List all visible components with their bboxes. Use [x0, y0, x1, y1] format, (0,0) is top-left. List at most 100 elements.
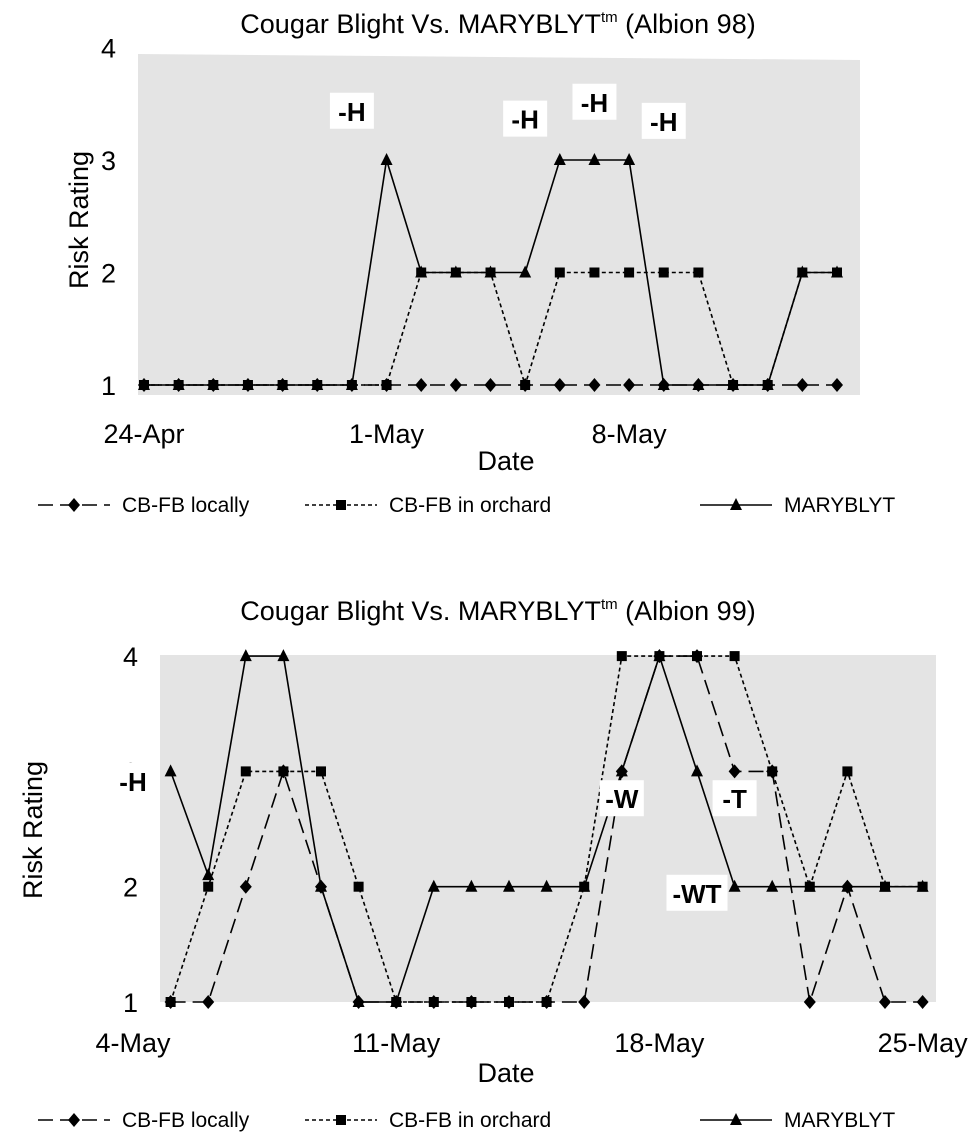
data-point: [484, 378, 497, 392]
y-tick-label: 2: [101, 259, 116, 289]
legend: CB-FB locally CB-FB in orchard MARYBLYT: [38, 494, 895, 517]
data-point: [278, 766, 289, 777]
data-point: [415, 265, 428, 278]
data-point: [239, 879, 252, 894]
data-point: [553, 153, 566, 165]
data-point: [165, 997, 176, 1007]
data-point: [727, 378, 740, 390]
data-point: [803, 879, 816, 892]
data-point: [624, 267, 635, 278]
series-triangle: [138, 153, 843, 390]
x-tick-label: 8-May: [592, 419, 668, 449]
data-point: [693, 267, 704, 278]
data-point: [427, 879, 440, 892]
y-tick-label: 2: [123, 873, 138, 903]
legend-label: CB-FB in orchard: [389, 1109, 551, 1132]
data-point: [503, 879, 515, 892]
chart-title: Cougar Blight Vs. MARYBLYTtm (Albion 99): [240, 596, 755, 626]
legend-label: CB-FB locally: [122, 1109, 250, 1132]
data-point: [315, 879, 327, 892]
series-square: [165, 651, 928, 1007]
data-point: [916, 995, 929, 1009]
y-axis-label: Risk Rating: [18, 761, 48, 899]
legend-marker-triangle-icon: [730, 498, 742, 510]
plot-area: [160, 655, 936, 1002]
data-point: [484, 265, 497, 278]
data-point: [428, 997, 439, 1007]
chart-2: Cougar Blight Vs. MARYBLYTtm (Albion 99)…: [18, 596, 968, 1132]
data-point: [692, 378, 705, 390]
data-point: [728, 879, 741, 892]
data-point: [316, 766, 326, 777]
x-axis-label: Date: [477, 446, 534, 476]
y-tick-label: 4: [123, 642, 138, 672]
x-tick-label: 25-May: [878, 1028, 969, 1058]
data-point: [504, 997, 514, 1007]
annotation-label: -H: [650, 107, 677, 137]
data-point: [466, 997, 477, 1007]
data-point: [653, 649, 666, 662]
annotation-label: -H: [511, 105, 538, 135]
data-point: [766, 879, 779, 892]
legend-marker-diamond-icon: [68, 498, 80, 512]
x-tick-label: 24-Apr: [103, 419, 184, 449]
plot-area: [138, 54, 860, 395]
legend-label: MARYBLYT: [784, 1109, 895, 1132]
data-point: [311, 378, 324, 390]
data-point: [540, 879, 553, 892]
annotation-box: [712, 780, 757, 817]
annotation-box: [111, 762, 155, 799]
annotation-label: -T: [722, 784, 747, 814]
data-point: [578, 995, 591, 1009]
annotation-label: -H: [119, 767, 146, 797]
legend: CB-FB locally CB-FB in orchard MARYBLYT: [38, 1109, 895, 1132]
data-point: [831, 265, 843, 278]
annotation-box: [503, 100, 548, 137]
annotation-box: [666, 874, 728, 911]
data-point: [352, 995, 365, 1007]
data-point: [692, 651, 702, 662]
annotation-label: -W: [605, 784, 639, 814]
annotation-box: [641, 102, 686, 139]
annotation-box: [599, 780, 644, 817]
legend-label: CB-FB locally: [122, 494, 250, 517]
data-point: [728, 764, 741, 779]
data-point: [657, 378, 670, 390]
data-point: [520, 380, 531, 390]
data-point: [207, 378, 220, 390]
data-point: [380, 153, 393, 165]
legend-marker-diamond-icon: [68, 1113, 80, 1127]
data-point: [353, 881, 364, 892]
legend-label: CB-FB in orchard: [389, 494, 551, 517]
x-tick-label: 4-May: [95, 1028, 171, 1058]
annotation-label: -H: [581, 88, 608, 118]
data-point: [729, 651, 740, 662]
chart-1: Cougar Blight Vs. MARYBLYTtm (Albion 98)…: [38, 9, 895, 517]
data-point: [465, 879, 478, 892]
data-point: [831, 378, 843, 392]
data-point: [658, 267, 669, 278]
data-point: [589, 267, 600, 278]
series-triangle: [164, 649, 929, 1007]
annotation-box: [572, 83, 617, 120]
data-point: [553, 378, 566, 392]
data-point: [202, 868, 215, 881]
y-axis-label: Risk Rating: [64, 151, 94, 289]
data-point: [842, 766, 853, 777]
chart-title: Cougar Blight Vs. MARYBLYTtm (Albion 98): [240, 9, 755, 39]
data-point: [796, 378, 809, 392]
annotation-label: -H: [338, 97, 365, 127]
data-point: [623, 153, 636, 165]
data-point: [415, 378, 428, 392]
data-point: [616, 651, 627, 662]
y-tick-label: 1: [101, 371, 116, 401]
data-point: [803, 995, 816, 1009]
x-tick-label: 18-May: [614, 1028, 705, 1058]
data-point: [138, 378, 150, 390]
legend-marker-triangle-icon: [730, 1113, 742, 1125]
data-point: [879, 879, 891, 892]
data-point: [767, 766, 778, 777]
y-tick-label: 3: [101, 146, 116, 176]
